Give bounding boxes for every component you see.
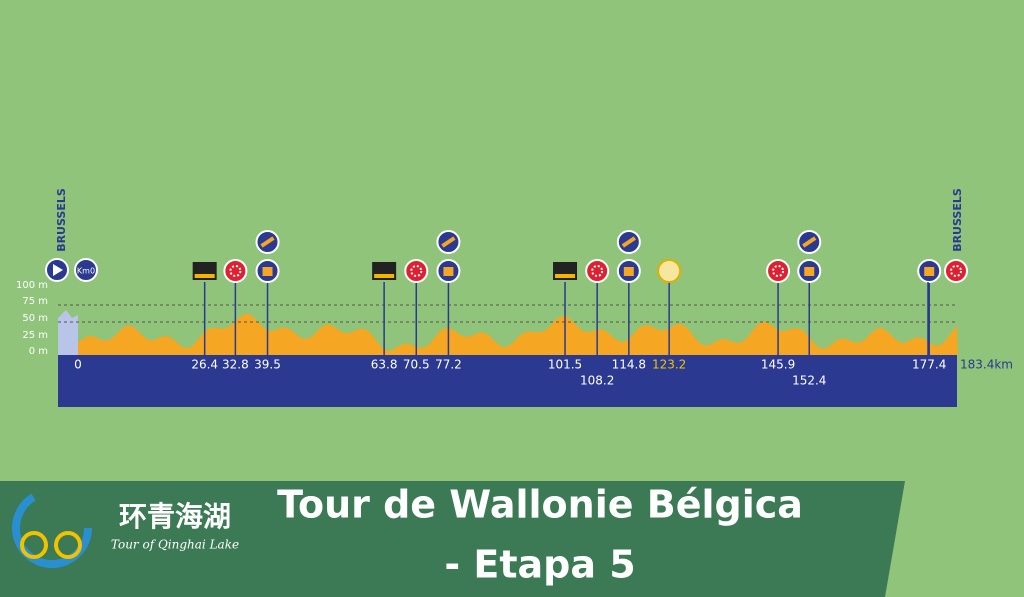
start-icon xyxy=(53,264,63,276)
km-label: 26.4 xyxy=(191,358,218,372)
km-label: 145.9 xyxy=(761,358,795,372)
start-area xyxy=(58,310,78,355)
feed-icon xyxy=(262,267,273,276)
finish-town: BRUSSELS xyxy=(951,188,964,252)
altitude-label: 75 m xyxy=(22,296,48,307)
logo-english: Tour of Qinghai Lake xyxy=(111,538,239,552)
km0-icon xyxy=(74,258,98,282)
kom-icon xyxy=(766,259,791,283)
altitude-label: 25 m xyxy=(22,330,48,341)
altitude-label: 100 m xyxy=(16,280,48,291)
bonus-icon xyxy=(802,236,817,248)
kom-icon xyxy=(404,259,429,283)
kom-icon xyxy=(223,259,248,283)
title: - Etapa 5 xyxy=(444,543,635,587)
km0-label: Km0 xyxy=(77,267,95,276)
kom-icon xyxy=(950,265,962,277)
kom-icon xyxy=(772,265,785,277)
feed-icon xyxy=(924,267,935,276)
bonus-icon xyxy=(621,236,636,248)
distance-bar xyxy=(58,355,957,407)
km-label: 101.5 xyxy=(548,358,582,372)
banner xyxy=(0,481,905,597)
finish-distance: 183.4km xyxy=(960,358,1013,372)
km-label: 0 xyxy=(74,358,82,372)
km-label: 32.8 xyxy=(222,358,249,372)
km-label: 77.2 xyxy=(435,358,462,372)
sprint-icon xyxy=(374,274,395,278)
start-town: BRUSSELS xyxy=(55,188,68,252)
logo-mark xyxy=(54,531,82,559)
intermediate-icon xyxy=(657,259,682,283)
km-label: 123.2 xyxy=(652,358,686,372)
kom-icon xyxy=(944,259,968,283)
title: Tour de Wallonie Bélgica xyxy=(277,483,803,527)
feed-icon xyxy=(443,267,454,276)
feed-icon xyxy=(623,267,634,276)
kom-icon xyxy=(410,265,423,277)
logo-mark xyxy=(12,488,92,568)
elevation-profile xyxy=(78,313,958,355)
altitude-label: 50 m xyxy=(22,313,48,324)
logo-mark xyxy=(20,531,48,559)
sprint-icon xyxy=(194,274,215,278)
km-label: 63.8 xyxy=(371,358,398,372)
altitude-label: 0 m xyxy=(29,346,48,357)
sprint-icon xyxy=(555,274,576,278)
km-label: 114.8 xyxy=(612,358,646,372)
km-label: 177.4 xyxy=(912,358,946,372)
logo-chinese: 环青海湖 xyxy=(119,500,231,533)
kom-icon xyxy=(591,265,604,277)
feed-icon xyxy=(804,267,815,276)
km-label: 152.4 xyxy=(792,374,826,388)
kom-icon xyxy=(229,265,242,277)
bonus-icon xyxy=(441,236,456,248)
km-label: 70.5 xyxy=(403,358,430,372)
bonus-icon xyxy=(260,236,275,248)
km-label: 108.2 xyxy=(580,374,614,388)
kom-icon xyxy=(585,259,610,283)
km-label: 39.5 xyxy=(254,358,281,372)
